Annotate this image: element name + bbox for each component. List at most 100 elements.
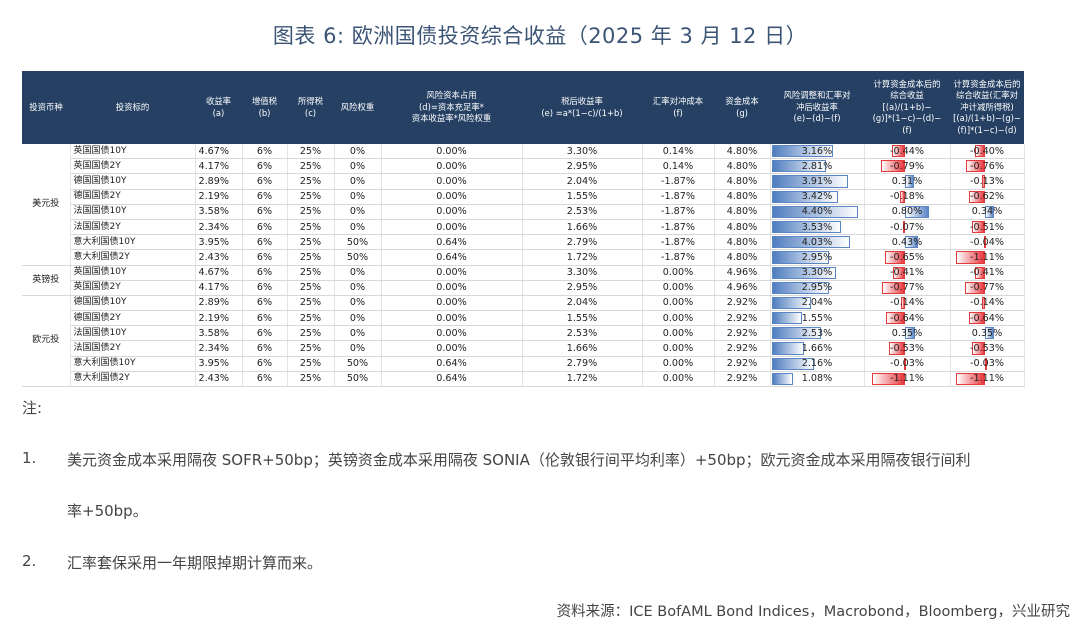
- instrument-cell: 法国国债10Y: [70, 204, 196, 220]
- risk-weight-cell: 0%: [334, 144, 382, 160]
- data-bar-positive: [771, 296, 812, 310]
- adjusted-yield-cell: 1.08%: [770, 371, 865, 388]
- after-tax-yield-cell: 2.04%: [522, 295, 643, 312]
- instrument-cell: 法国国债10Y: [70, 325, 196, 342]
- combined-return-tax-cell: -0.14%: [950, 295, 1025, 312]
- adjusted-yield-cell: 3.16%: [770, 144, 865, 160]
- data-bar-negative: [871, 372, 905, 385]
- hedge-cost-cell: 0.00%: [642, 340, 715, 357]
- currency-cell: 美元投: [22, 144, 71, 266]
- note-1-text: 美元资金成本采用隔夜 SOFR+50bp；英镑资金成本采用隔夜 SONIA（伦敦…: [67, 451, 971, 469]
- yield-cell: 3.95%: [195, 234, 243, 251]
- hedge-cost-cell: 0.00%: [642, 325, 715, 342]
- yield-cell: 4.17%: [195, 158, 243, 175]
- adjusted-yield-cell: 2.81%: [770, 158, 865, 175]
- data-bar-negative: [899, 190, 905, 203]
- cell-value: 0.31%: [891, 175, 923, 187]
- data-bar-negative: [971, 342, 986, 355]
- yield-cell: 3.58%: [195, 204, 243, 220]
- vat-cell: 6%: [242, 325, 288, 342]
- combined-return-cell: -0.64%: [864, 310, 951, 327]
- table-row: 英国国债2Y 4.17% 6% 25% 0% 0.00% 2.95% 0.00% 4.96% 2.…: [22, 280, 1025, 296]
- after-tax-yield-cell: 3.30%: [522, 265, 643, 281]
- risk-weight-cell: 0%: [334, 310, 382, 327]
- column-header: 计算资金成本后的 综合收益 [(a)/(1+b)− (g)]*(1−c)−(d)− (f…: [864, 71, 950, 144]
- hedge-cost-cell: -1.87%: [642, 249, 715, 266]
- data-bar-negative: [904, 357, 907, 370]
- cell-value: 1.55%: [801, 312, 833, 324]
- currency-cell: 英镑投: [22, 265, 71, 296]
- combined-return-tax-cell: 0.35%: [950, 325, 1025, 342]
- data-bar-positive: [904, 175, 915, 188]
- adjusted-yield-cell: 1.66%: [770, 340, 865, 357]
- income-tax-cell: 25%: [287, 310, 335, 327]
- after-tax-yield-cell: 2.79%: [522, 234, 643, 251]
- after-tax-yield-cell: 3.30%: [522, 144, 643, 160]
- after-tax-yield-cell: 2.79%: [522, 356, 643, 372]
- after-tax-yield-cell: 1.66%: [522, 340, 643, 357]
- cell-value: -0.41%: [970, 267, 1004, 279]
- vat-cell: 6%: [242, 219, 288, 236]
- income-tax-cell: 25%: [287, 325, 335, 342]
- table-row: 意大利国债10Y 3.95% 6% 25% 50% 0.64% 2.79% 0.00% 2.92…: [22, 356, 1025, 372]
- risk-capital-cell: 0.00%: [381, 265, 523, 281]
- risk-capital-cell: 0.00%: [381, 144, 523, 160]
- table-row: 德国国债2Y 2.19% 6% 25% 0% 0.00% 1.55% -1.87% 4.80% 3…: [22, 189, 1025, 205]
- data-bar-negative: [981, 175, 986, 188]
- data-bar-negative: [965, 160, 986, 173]
- funding-cost-cell: 4.80%: [714, 234, 771, 251]
- cell-value: 1.66%: [801, 343, 833, 355]
- risk-capital-cell: 0.64%: [381, 356, 523, 372]
- income-tax-cell: 25%: [287, 356, 335, 372]
- adjusted-yield-cell: 4.03%: [770, 234, 865, 251]
- data-bar-negative: [984, 236, 987, 249]
- risk-weight-cell: 50%: [334, 356, 382, 372]
- column-header: 增值税 (b): [242, 71, 287, 144]
- cell-value: -0.53%: [970, 343, 1004, 355]
- table-row: 欧元投 德国国债10Y 2.89% 6% 25% 0% 0.00% 2.04% 0.00% 2.9…: [22, 295, 1025, 388]
- yield-cell: 3.95%: [195, 356, 243, 372]
- cell-value: -1.11%: [970, 251, 1004, 263]
- funding-cost-cell: 4.80%: [714, 189, 771, 205]
- column-header: 计算资金成本后的 综合收益(汇率对 冲计减所得税) [(a)/(1+b)−(g)− (f…: [950, 71, 1024, 144]
- yield-cell: 2.19%: [195, 189, 243, 205]
- vat-cell: 6%: [242, 189, 288, 205]
- hedge-cost-cell: -1.87%: [642, 189, 715, 205]
- data-bar-positive: [771, 342, 804, 355]
- column-header: 汇率对冲成本 (f): [642, 71, 714, 144]
- data-bar-positive: [771, 205, 858, 218]
- cell-value: -0.65%: [890, 251, 924, 263]
- adjusted-yield-cell: 3.30%: [770, 265, 865, 281]
- vat-cell: 6%: [242, 204, 288, 220]
- column-header: 投资标的: [70, 71, 195, 144]
- data-bar-positive: [904, 205, 929, 218]
- yield-cell: 2.43%: [195, 371, 243, 388]
- column-header: 资金成本 (g): [714, 71, 770, 144]
- cell-value: 4.03%: [801, 236, 833, 248]
- income-tax-cell: 25%: [287, 234, 335, 251]
- adjusted-yield-cell: 2.04%: [770, 295, 865, 312]
- hedge-cost-cell: 0.14%: [642, 144, 715, 160]
- cell-value: 2.81%: [801, 160, 833, 172]
- cell-value: 2.04%: [801, 297, 833, 309]
- risk-capital-cell: 0.00%: [381, 204, 523, 220]
- combined-return-cell: -0.07%: [864, 219, 951, 236]
- hedge-cost-cell: -1.87%: [642, 234, 715, 251]
- table-row: 德国国债10Y 2.89% 6% 25% 0% 0.00% 2.04% -1.87% 4.80%…: [22, 173, 1025, 190]
- data-bar-positive: [771, 145, 834, 158]
- income-tax-cell: 25%: [287, 204, 335, 220]
- yield-cell: 2.43%: [195, 249, 243, 266]
- funding-cost-cell: 2.92%: [714, 371, 771, 388]
- cell-value: 2.53%: [801, 327, 833, 339]
- vat-cell: 6%: [242, 173, 288, 190]
- hedge-cost-cell: 0.14%: [642, 158, 715, 175]
- column-header: 所得税 (c): [287, 71, 334, 144]
- cell-value: -0.64%: [970, 312, 1004, 324]
- risk-weight-cell: 0%: [334, 280, 382, 296]
- risk-weight-cell: 0%: [334, 219, 382, 236]
- after-tax-yield-cell: 2.53%: [522, 325, 643, 342]
- risk-weight-cell: 50%: [334, 234, 382, 251]
- risk-weight-cell: 0%: [334, 265, 382, 281]
- income-tax-cell: 25%: [287, 144, 335, 160]
- table-row: 英镑投 英国国债10Y 4.67% 6% 25% 0% 0.00% 3.30% 0.00% 4.9…: [22, 265, 1025, 296]
